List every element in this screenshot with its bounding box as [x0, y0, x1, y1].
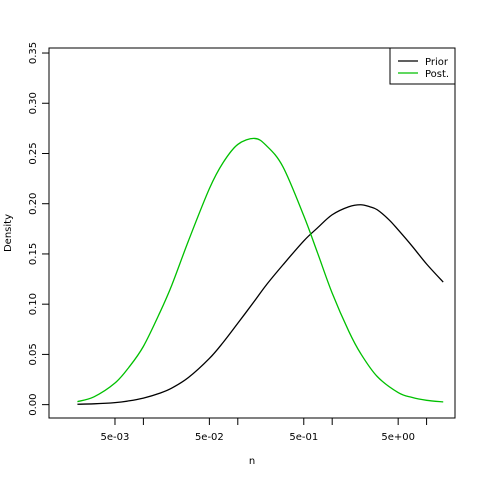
- y-tick-label: 0.25: [28, 142, 39, 164]
- y-tick-label: 0.10: [28, 293, 39, 315]
- x-tick-label: 5e-03: [101, 432, 130, 443]
- x-tick-label: 5e+00: [381, 432, 415, 443]
- x-axis: 5e-03 5e-02 5e-01 5e+00: [101, 418, 428, 443]
- y-tick-label: 0.20: [28, 193, 39, 215]
- x-axis-label: n: [249, 456, 255, 467]
- legend-label-post: Post.: [425, 69, 449, 80]
- x-tick-label: 5e-01: [289, 432, 318, 443]
- series-group: [77, 137, 444, 405]
- y-tick-label: 0.05: [28, 343, 39, 365]
- y-tick-label: 0.00: [28, 394, 39, 416]
- y-axis-label: Density: [3, 214, 14, 252]
- series-line-prior: [77, 204, 444, 405]
- y-tick-label: 0.15: [28, 243, 39, 265]
- x-tick-label: 5e-02: [195, 432, 224, 443]
- legend-label-prior: Prior: [425, 57, 449, 68]
- y-axis: 0.00 0.05 0.10 0.15 0.20 0.25 0.30 0.35: [28, 42, 49, 416]
- y-tick-label: 0.35: [28, 42, 39, 64]
- series-line-post: [77, 137, 444, 403]
- legend-box: [389, 47, 456, 85]
- legend: Prior Post.: [389, 47, 456, 85]
- y-tick-label: 0.30: [28, 92, 39, 114]
- plot-frame: [48, 47, 456, 419]
